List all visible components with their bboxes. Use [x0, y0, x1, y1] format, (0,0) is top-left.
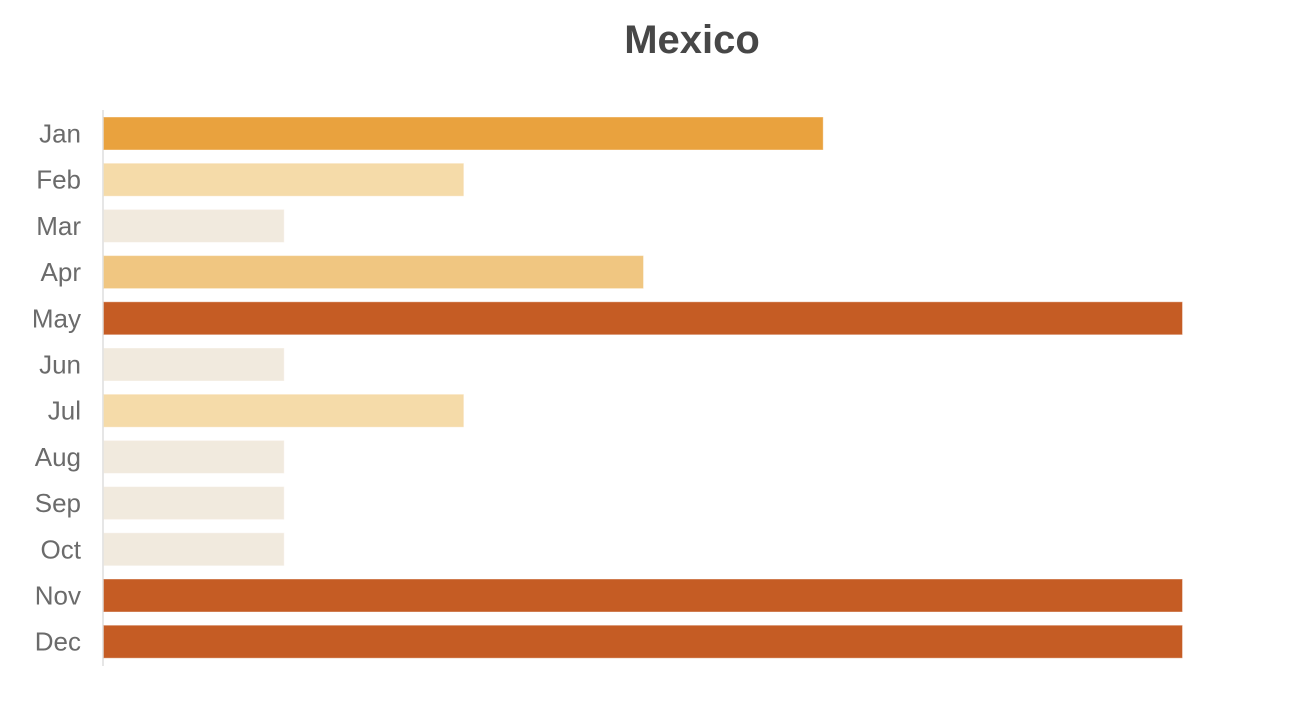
- tick-label-jul: Jul: [48, 396, 81, 426]
- bar-feb: [103, 163, 464, 197]
- tick-label-jan: Jan: [39, 119, 81, 149]
- tick-label-jun: Jun: [39, 350, 81, 380]
- bar-oct: [103, 532, 285, 566]
- bar-nov: [103, 579, 1183, 612]
- tick-label-aug: Aug: [35, 442, 81, 472]
- bar-aug: [103, 440, 285, 474]
- bar-jan: [103, 117, 824, 150]
- bar-jul: [103, 394, 464, 428]
- tick-label-nov: Nov: [35, 581, 81, 611]
- tick-label-sep: Sep: [35, 488, 81, 518]
- bars-group: [103, 117, 1183, 659]
- chart-title: Mexico: [624, 18, 760, 62]
- tick-label-oct: Oct: [41, 534, 82, 564]
- bar-mar: [103, 209, 285, 243]
- tick-label-mar: Mar: [36, 211, 81, 241]
- bar-apr: [103, 255, 644, 289]
- bar-sep: [103, 486, 285, 520]
- tick-label-apr: Apr: [41, 257, 82, 287]
- bar-jun: [103, 348, 285, 381]
- tick-label-may: May: [32, 303, 81, 333]
- bar-may: [103, 301, 1183, 335]
- bar-dec: [103, 625, 1183, 659]
- tick-label-feb: Feb: [36, 165, 81, 195]
- tick-label-dec: Dec: [35, 627, 81, 657]
- category-labels-group: Jan Feb Mar Apr May Jun Jul Aug Sep Oct Nov Dec: [32, 119, 82, 657]
